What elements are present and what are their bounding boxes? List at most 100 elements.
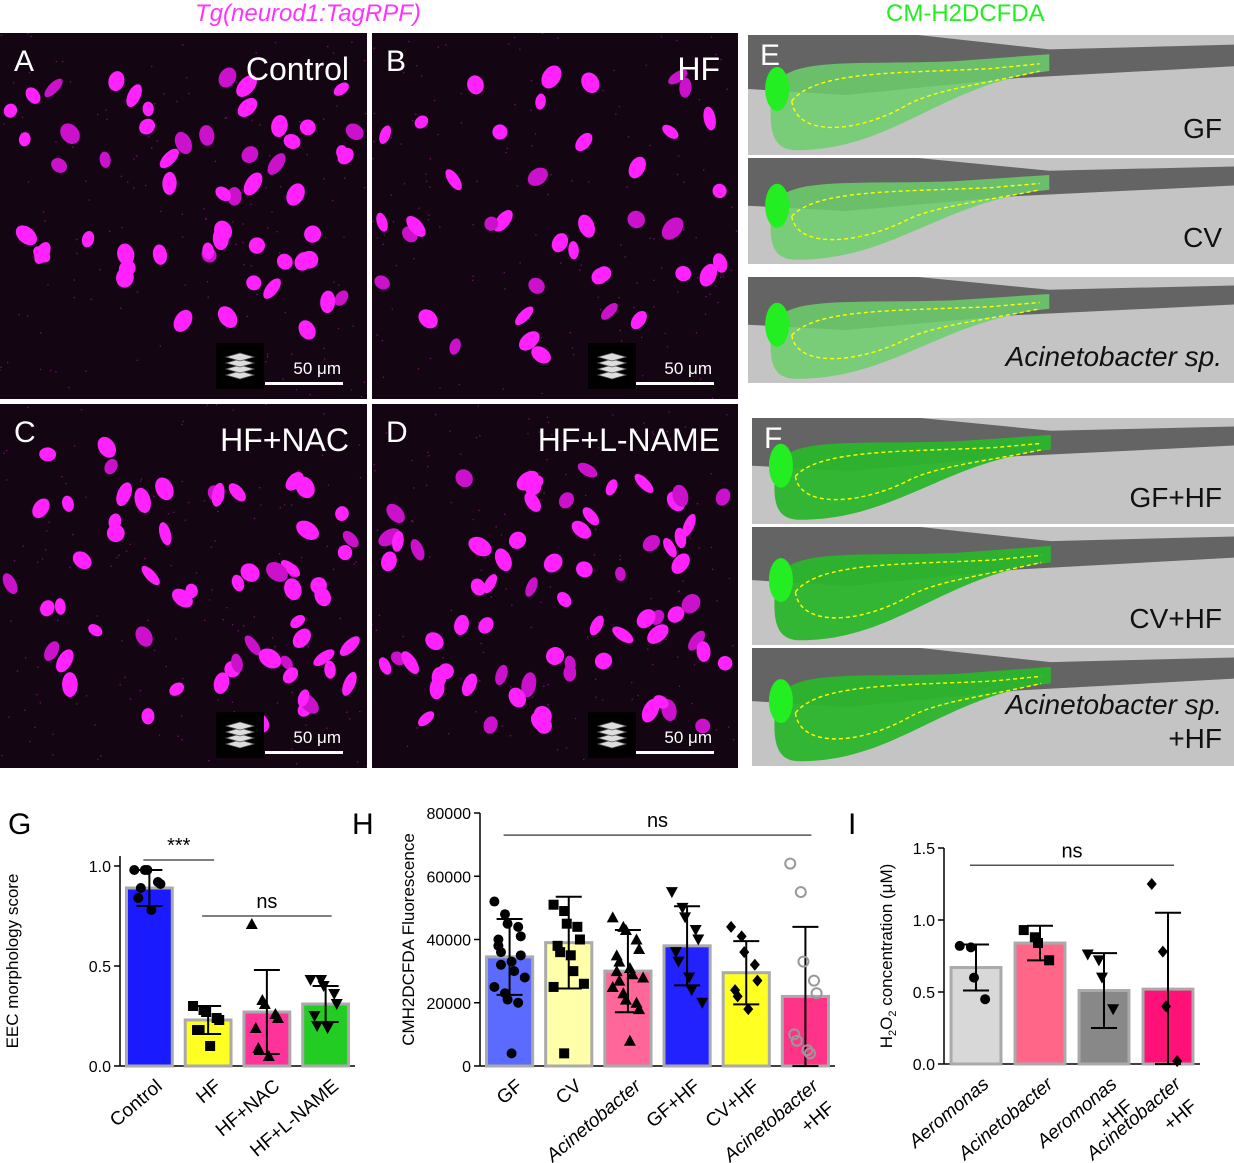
speckle	[702, 169, 705, 171]
gut-outline	[794, 554, 1042, 619]
speckle	[513, 36, 516, 39]
speckle	[505, 588, 507, 590]
speckle	[425, 173, 427, 175]
speckle	[27, 33, 29, 35]
speckle	[527, 432, 529, 435]
speckle	[99, 268, 101, 271]
cell	[174, 131, 192, 155]
data-point	[555, 947, 566, 958]
speckle	[547, 683, 549, 686]
speckle	[705, 439, 708, 441]
speckle	[408, 40, 410, 43]
speckle	[376, 334, 379, 336]
cell	[97, 436, 117, 458]
speckle	[698, 547, 700, 549]
speckle	[519, 48, 521, 51]
speckle	[140, 478, 143, 480]
speckle	[500, 534, 503, 536]
speckle	[715, 53, 717, 56]
speckle	[372, 220, 374, 223]
data-point	[1172, 1055, 1183, 1068]
cell	[449, 338, 461, 355]
speckle	[136, 291, 139, 293]
cell	[142, 101, 154, 117]
speckle	[158, 734, 161, 736]
speckle	[509, 734, 512, 737]
speckle	[206, 404, 209, 406]
speckle	[74, 694, 77, 696]
speckle	[704, 313, 707, 316]
stack-icon	[588, 343, 636, 389]
cell	[267, 153, 286, 175]
data-point	[559, 1048, 570, 1059]
speckle	[705, 295, 707, 298]
cell-field	[372, 404, 735, 761]
speckle	[660, 35, 663, 38]
speckle	[372, 157, 374, 160]
cell	[494, 548, 512, 572]
speckle	[148, 135, 150, 138]
speckle	[429, 186, 431, 188]
cell	[339, 636, 360, 656]
speckle	[402, 635, 404, 638]
speckle	[619, 244, 622, 246]
speckle	[159, 345, 162, 347]
speckle	[565, 473, 567, 476]
speckle	[306, 153, 309, 156]
speckle	[271, 211, 273, 213]
speckle	[413, 487, 415, 489]
data-point	[502, 918, 513, 929]
cell	[44, 78, 63, 98]
speckle	[683, 181, 685, 184]
speckle	[693, 664, 696, 666]
cell	[376, 212, 388, 232]
data-point	[788, 1028, 801, 1041]
data-point	[1033, 938, 1043, 949]
significance-label: ns	[256, 891, 277, 913]
speckle	[735, 230, 738, 232]
speckle	[710, 36, 713, 38]
cell	[240, 563, 260, 582]
speckle	[665, 638, 668, 641]
x-tick-label: HF	[192, 1076, 225, 1108]
speckle	[726, 413, 728, 416]
speckle	[403, 183, 406, 185]
cell	[379, 125, 392, 144]
speckle	[530, 79, 533, 82]
speckle	[425, 180, 428, 183]
data-point	[146, 905, 157, 915]
speckle	[411, 459, 413, 462]
cell	[524, 492, 541, 512]
speckle	[530, 145, 533, 147]
data-point	[676, 902, 689, 914]
cell	[62, 672, 78, 698]
cell	[470, 578, 486, 596]
speckle	[376, 237, 379, 239]
cell	[679, 77, 692, 98]
cell	[557, 591, 572, 608]
cell	[334, 290, 349, 306]
speckle	[668, 411, 670, 413]
speckle	[630, 681, 633, 684]
speckle	[351, 41, 353, 44]
speckle	[375, 629, 378, 632]
data-point	[689, 925, 702, 937]
speckle	[326, 545, 329, 548]
cell	[40, 600, 55, 617]
speckle	[90, 298, 92, 301]
data-point	[637, 971, 650, 983]
cell	[237, 97, 258, 118]
speckle	[695, 236, 697, 239]
speckle	[649, 237, 651, 239]
cell	[266, 561, 288, 582]
cell	[615, 566, 626, 582]
speckle	[343, 236, 345, 238]
data-point	[665, 887, 678, 899]
scale-label: 50 μm	[664, 359, 712, 378]
speckle	[232, 221, 234, 223]
data-point	[201, 1007, 212, 1017]
gut-panel-f-acinetohf: Acinetobacter sp. +HF	[752, 648, 1234, 766]
cell	[437, 663, 454, 680]
data-point	[804, 1047, 817, 1060]
